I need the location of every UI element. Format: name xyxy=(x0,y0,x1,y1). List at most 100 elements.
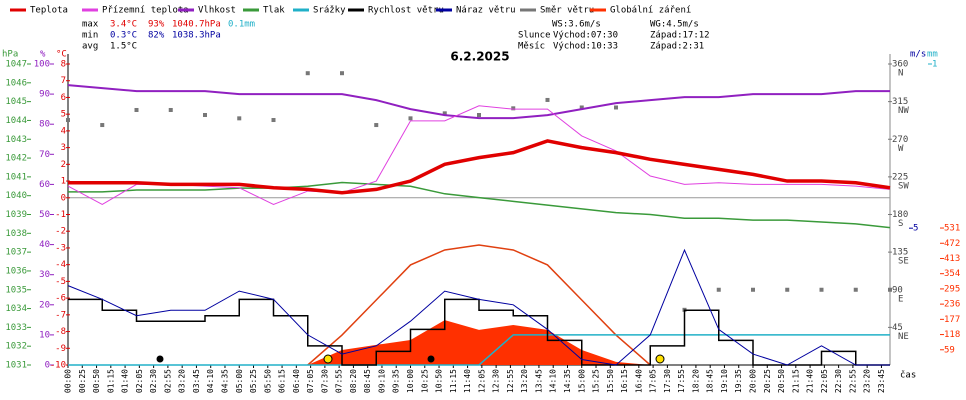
x-tick-label: 18:20 xyxy=(691,369,700,393)
x-tick-label: 22:55 xyxy=(848,369,857,393)
direction-dot xyxy=(888,287,892,292)
y-tick-label: -3 xyxy=(55,243,66,253)
x-tick-label: 08:45 xyxy=(363,369,372,393)
direction-dot xyxy=(614,105,618,110)
y-tick-label: -10 xyxy=(50,361,66,371)
y-tick-label: 295 xyxy=(944,284,960,294)
x-tick-label: 06:15 xyxy=(278,369,287,393)
sun-marker xyxy=(655,354,665,364)
legend-label: Přízemní teplota xyxy=(102,6,189,16)
y-tick-label: 1033 xyxy=(5,323,27,333)
y-tick-label: 40 xyxy=(39,240,50,250)
y-tick-label: 7 xyxy=(61,76,66,86)
x-tick-label: 22:30 xyxy=(834,369,843,393)
x-tick-label: 19:10 xyxy=(720,369,729,393)
series-line xyxy=(67,248,890,366)
x-tick-label: 11:40 xyxy=(463,369,472,393)
x-tick-label: 21:40 xyxy=(806,369,815,393)
compass-label: NW xyxy=(898,106,909,116)
direction-dot xyxy=(477,113,481,118)
moon-marker xyxy=(427,355,435,363)
x-tick-label: 21:15 xyxy=(791,369,800,393)
stat-value: 0.1mm xyxy=(228,20,255,30)
x-tick-label: 13:45 xyxy=(534,369,543,393)
x-tick-label: 00:50 xyxy=(92,369,101,393)
y-tick-label: 225 xyxy=(892,172,908,182)
x-tick-label: 23:45 xyxy=(877,369,886,393)
direction-dot xyxy=(819,287,824,292)
direction-dot xyxy=(203,113,207,118)
y-tick-label: 1034 xyxy=(5,304,27,314)
y-tick-label: 60 xyxy=(39,180,50,190)
y-tick-label: 354 xyxy=(944,269,960,279)
x-tick-label: 20:50 xyxy=(777,369,786,393)
direction-dot xyxy=(168,107,173,112)
y-tick-label: 0 xyxy=(45,361,50,371)
info-text: Slunce xyxy=(518,31,551,41)
y-tick-label: -4 xyxy=(55,260,66,270)
x-tick-label: 12:55 xyxy=(506,369,515,393)
y-tick-label: -2 xyxy=(55,227,66,237)
compass-label: SE xyxy=(898,257,909,267)
y-tick-label: 90 xyxy=(892,285,903,295)
y-tick-label: 177 xyxy=(944,315,960,325)
direction-dot xyxy=(511,106,516,111)
y-tick-label: 315 xyxy=(892,97,908,107)
info-text: Měsíc xyxy=(518,42,545,52)
series-line xyxy=(68,334,890,366)
x-tick-label: 04:35 xyxy=(220,369,229,393)
x-tick-label: 05:00 xyxy=(235,369,244,393)
y-tick-label: 80 xyxy=(39,120,50,130)
legend-label: Rychlost větru xyxy=(368,6,444,16)
info-text: Východ:07:30 xyxy=(553,31,618,41)
info-text: WG:4.5m/s xyxy=(650,20,699,30)
x-tick-label: 07:30 xyxy=(320,369,329,393)
x-tick-label: 07:55 xyxy=(335,369,344,393)
y-tick-label: 1032 xyxy=(5,342,27,352)
x-tick-label: 13:20 xyxy=(520,369,529,393)
x-tick-label: 04:10 xyxy=(206,369,215,393)
x-tick-label: 00:00 xyxy=(64,369,73,393)
y-tick-label: 1046 xyxy=(5,78,27,88)
y-tick-label: 4 xyxy=(61,126,66,136)
y-tick-label: 360 xyxy=(892,60,908,70)
sun-marker xyxy=(323,354,333,364)
x-tick-label: 05:25 xyxy=(249,369,258,393)
y-tick-label: -9 xyxy=(55,344,66,354)
direction-dot xyxy=(785,287,790,292)
y-tick-label: 100 xyxy=(34,60,50,70)
series-line xyxy=(307,244,651,366)
x-tick-label: 02:05 xyxy=(135,369,144,393)
direction-dot xyxy=(305,71,310,76)
y-tick-label: -1 xyxy=(55,210,66,220)
compass-label: SW xyxy=(898,181,909,191)
stat-value: 1040.7hPa xyxy=(172,20,221,30)
legend-label: Srážky xyxy=(313,6,346,16)
x-tick-label: 16:40 xyxy=(634,369,643,393)
stat-value: 1.5°C xyxy=(110,42,137,52)
legend-label: Směr větru xyxy=(540,6,594,16)
x-tick-label: 09:35 xyxy=(392,369,401,393)
y-tick-label: 1038 xyxy=(5,229,27,239)
direction-dot xyxy=(579,105,584,110)
x-tick-label: 07:05 xyxy=(306,369,315,393)
x-tick-label: 14:35 xyxy=(563,369,572,393)
y-tick-label: 1037 xyxy=(5,248,27,258)
x-tick-label: 20:25 xyxy=(763,369,772,393)
stat-label: max xyxy=(82,20,99,30)
legend-label: Náraz větru xyxy=(456,6,516,16)
direction-dot xyxy=(134,107,139,112)
x-tick-label: 17:30 xyxy=(663,369,672,393)
stat-label: min xyxy=(82,31,98,41)
y-tick-label: 5 xyxy=(61,110,66,120)
y-tick-label: -5 xyxy=(55,277,66,287)
y-tick-label: -7 xyxy=(55,310,66,320)
direction-dot xyxy=(408,116,413,121)
stat-value: 82% xyxy=(148,31,165,41)
compass-label: N xyxy=(898,69,903,79)
x-tick-label: 06:40 xyxy=(292,369,301,393)
compass-label: W xyxy=(898,144,904,154)
stat-value: 1038.3hPa xyxy=(172,31,221,41)
x-tick-label: 19:35 xyxy=(734,369,743,393)
y-tick-label: 8 xyxy=(61,60,66,70)
